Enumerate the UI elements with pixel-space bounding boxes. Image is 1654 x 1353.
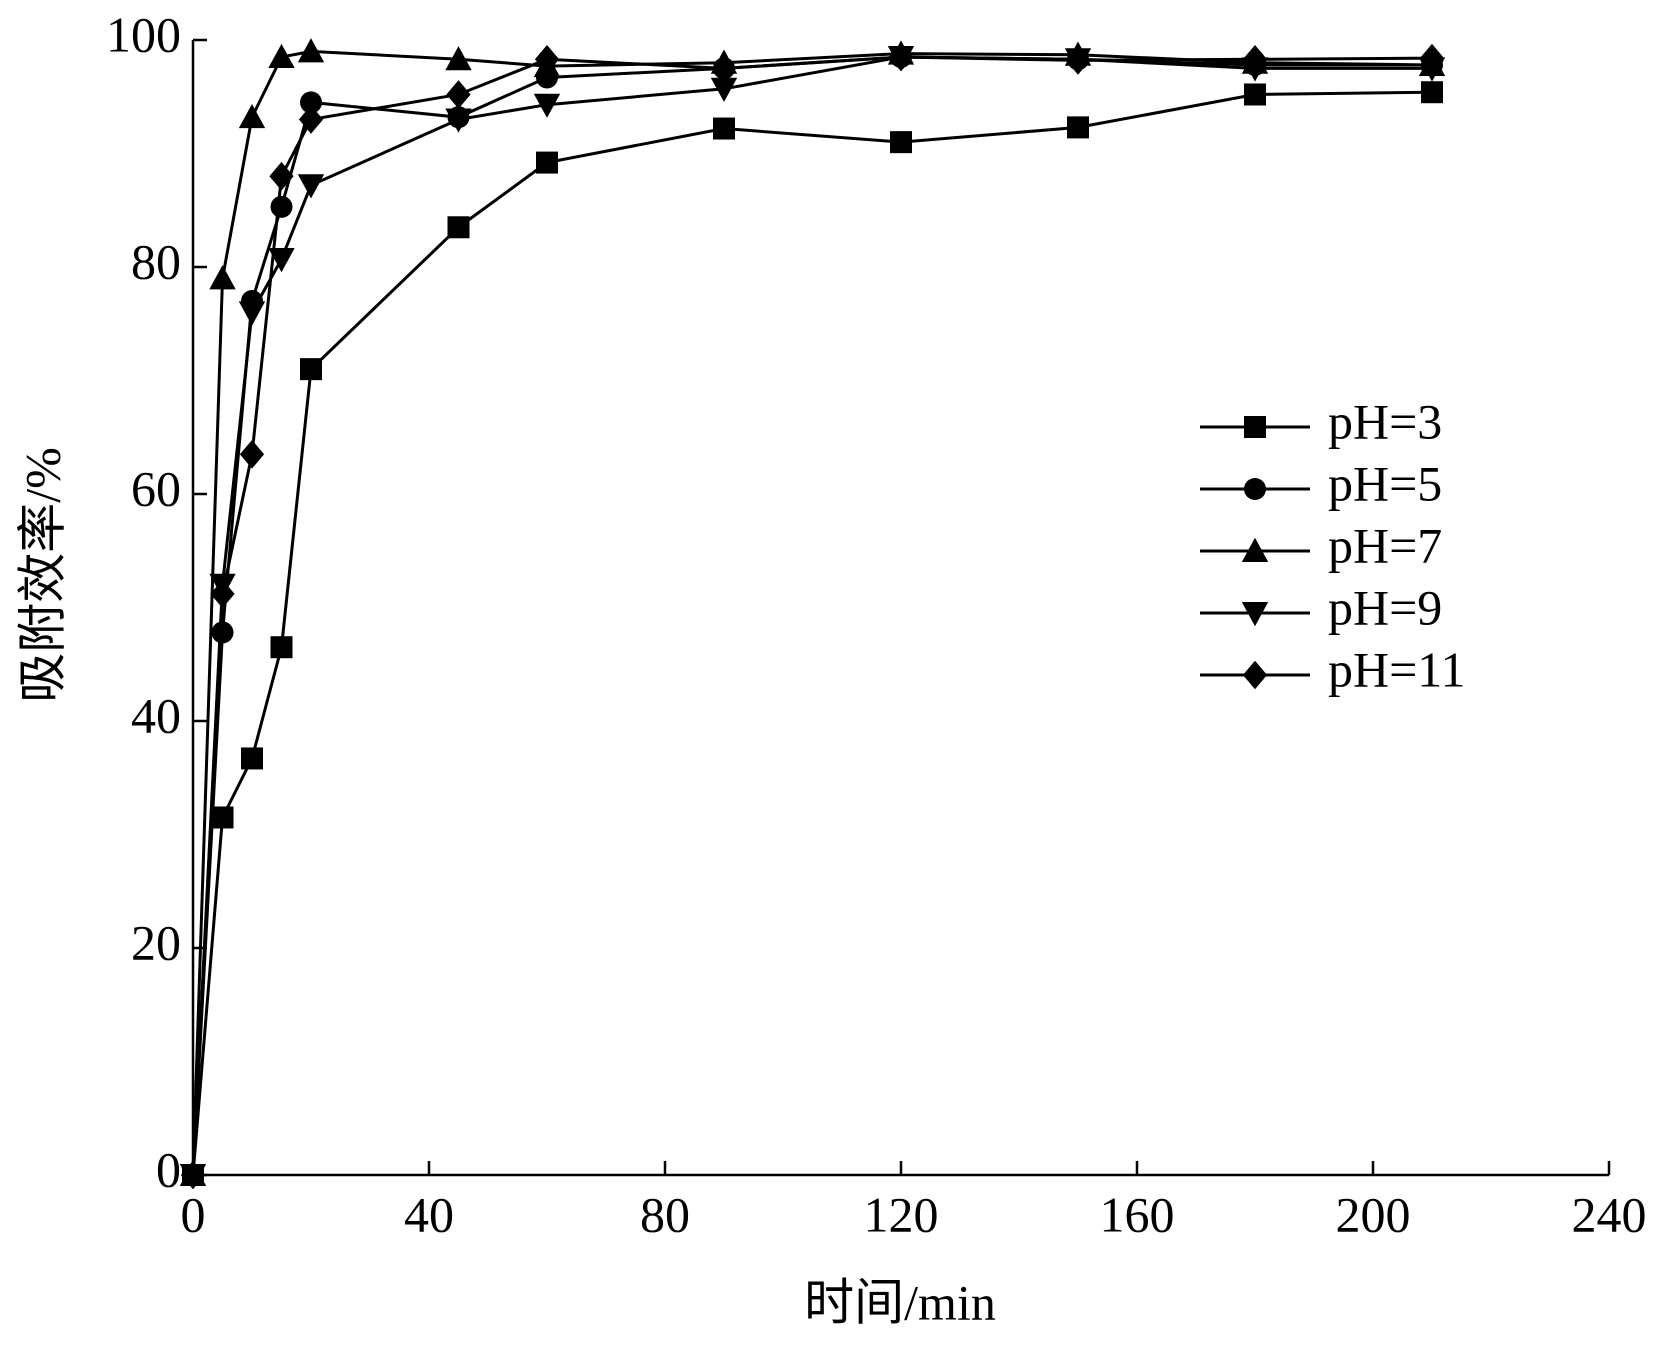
marker (1067, 116, 1089, 139)
marker (1244, 83, 1266, 106)
marker (210, 579, 235, 609)
marker (211, 621, 234, 644)
x-tick-label: 240 (1572, 1186, 1647, 1242)
series-line (191, 90, 1433, 1176)
legend-label: pH=9 (1328, 579, 1442, 635)
marker (446, 80, 471, 109)
legend-label: pH=3 (1328, 393, 1442, 449)
y-tick-label: 100 (106, 6, 181, 62)
marker (445, 108, 472, 133)
marker (297, 174, 325, 199)
x-axis-label: 时间/min (804, 1274, 996, 1330)
legend-marker (1241, 537, 1269, 562)
marker (447, 216, 470, 239)
marker (268, 43, 295, 69)
marker (536, 151, 558, 174)
y-tick-label: 40 (131, 687, 181, 743)
x-tick-label: 40 (404, 1186, 454, 1242)
x-tick-label: 0 (181, 1186, 206, 1242)
x-tick-label: 80 (640, 1186, 690, 1242)
marker (269, 161, 294, 191)
x-tick-label: 160 (1100, 1186, 1175, 1242)
marker (180, 1160, 206, 1190)
legend-marker (1244, 416, 1266, 438)
x-tick-label: 120 (864, 1186, 939, 1242)
marker (270, 195, 293, 218)
marker (888, 42, 914, 72)
marker (533, 93, 561, 118)
marker (1242, 44, 1268, 74)
marker (711, 54, 737, 83)
marker (300, 91, 322, 114)
marker (713, 117, 735, 140)
marker (300, 358, 322, 381)
series-line (191, 55, 1432, 1176)
legend-marker (1244, 478, 1266, 500)
legend-label: pH=5 (1328, 455, 1442, 511)
marker (710, 77, 738, 103)
marker (1065, 46, 1091, 75)
marker (1421, 81, 1443, 104)
y-tick-label: 60 (131, 460, 181, 516)
series-line (191, 55, 1433, 1176)
marker (239, 439, 265, 469)
marker (209, 265, 236, 290)
marker (445, 46, 472, 71)
marker (238, 103, 266, 129)
marker (297, 38, 325, 63)
marker (211, 806, 234, 829)
marker (298, 105, 324, 134)
series-line (191, 49, 1433, 1176)
marker (1419, 43, 1445, 73)
marker (890, 131, 912, 154)
marker (270, 636, 293, 659)
y-axis-label: 吸附效率/% (14, 447, 70, 703)
marker (241, 747, 263, 770)
legend-marker (1242, 660, 1268, 690)
x-tick-label: 200 (1336, 1186, 1411, 1242)
marker (534, 44, 560, 74)
legend-label: pH=11 (1328, 641, 1465, 697)
marker (268, 248, 295, 273)
legend-label: pH=7 (1328, 517, 1442, 573)
series-line (191, 55, 1432, 1176)
y-tick-label: 20 (131, 914, 181, 970)
y-tick-label: 80 (131, 233, 181, 289)
y-tick-label: 0 (156, 1141, 181, 1197)
marker (238, 301, 266, 326)
legend-marker (1241, 602, 1269, 627)
